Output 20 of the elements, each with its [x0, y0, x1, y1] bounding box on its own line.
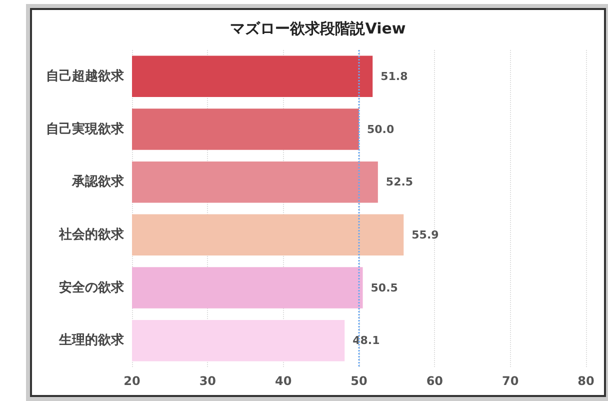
data-label: 50.0: [367, 122, 394, 136]
y-tick-label: 自己実現欲求: [46, 120, 125, 137]
y-tick-label: 生理的欲求: [58, 332, 125, 348]
x-tick-label: 30: [199, 374, 216, 388]
chart-title: マズロー欲求段階説View: [230, 20, 406, 38]
x-tick-label: 20: [124, 374, 140, 388]
y-tick-label: 承認欲求: [71, 174, 125, 190]
data-label: 50.5: [370, 281, 398, 294]
data-label: 55.9: [412, 228, 439, 242]
x-tick-label: 50: [350, 374, 368, 388]
x-tick-label: 60: [426, 374, 444, 388]
data-label: 52.5: [386, 176, 414, 189]
x-tick-label: 40: [274, 374, 292, 388]
y-tick-label: 自己超越欲求: [46, 68, 125, 84]
y-tick-label: 社会的欲求: [58, 226, 125, 242]
x-tick-label: 80: [578, 374, 594, 388]
data-label: 51.8: [380, 70, 408, 83]
x-tick-label: 70: [502, 374, 519, 388]
data-label: 48.1: [352, 334, 380, 348]
y-tick-label: 安全の欲求: [59, 279, 125, 296]
